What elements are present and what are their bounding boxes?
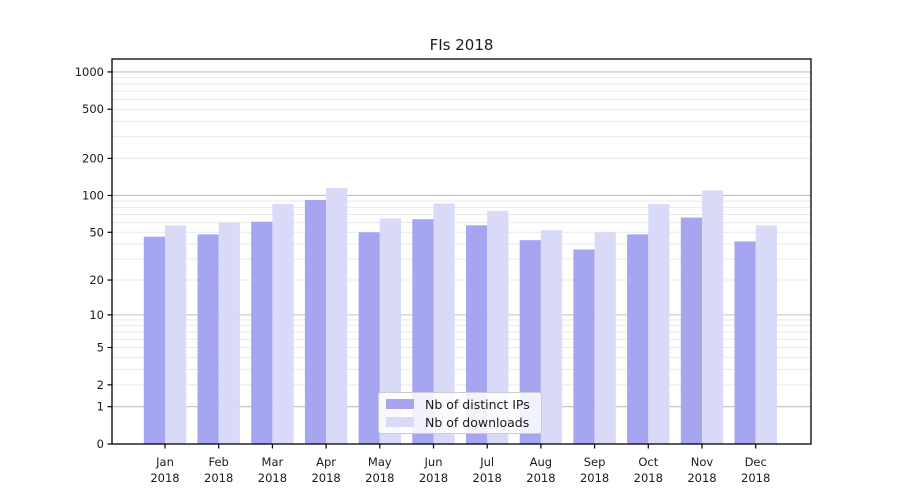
bar-downloads-apr: [326, 188, 348, 444]
y-tick-label: 20: [89, 273, 104, 287]
y-tick-label: 1: [97, 400, 104, 414]
x-tick-label-year: 2018: [526, 471, 555, 485]
x-tick-label-year: 2018: [634, 471, 663, 485]
bar-downloads-dec: [755, 225, 777, 444]
bar-downloads-jan: [165, 225, 187, 444]
x-tick-label-month: Apr: [316, 455, 336, 469]
bar-distinct-ips-jun: [412, 219, 434, 444]
bar-distinct-ips-dec: [734, 241, 756, 444]
bar-downloads-sep: [594, 232, 616, 444]
x-tick-label-year: 2018: [365, 471, 394, 485]
x-tick-label-month: May: [368, 455, 392, 469]
x-tick-label-year: 2018: [311, 471, 340, 485]
x-tick-label-month: Aug: [530, 455, 552, 469]
y-tick-label: 200: [82, 151, 104, 165]
y-tick-label: 10: [89, 308, 104, 322]
bar-distinct-ips-sep: [573, 249, 595, 444]
bar-downloads-oct: [648, 204, 670, 444]
bar-downloads-feb: [218, 222, 240, 444]
x-tick-label-month: Sep: [584, 455, 606, 469]
x-tick-label-month: Jan: [155, 455, 174, 469]
bar-distinct-ips-feb: [197, 234, 219, 444]
x-tick-label-year: 2018: [687, 471, 716, 485]
x-tick-label-year: 2018: [204, 471, 233, 485]
legend-swatch-downloads: [386, 417, 414, 427]
x-tick-label-month: Feb: [209, 455, 229, 469]
x-tick-label-month: Dec: [745, 455, 767, 469]
y-tick-label: 50: [89, 225, 104, 239]
x-tick-label-year: 2018: [258, 471, 287, 485]
bar-downloads-jun: [433, 203, 455, 444]
x-tick-label-month: Jul: [479, 455, 494, 469]
bar-downloads-mar: [272, 204, 294, 444]
x-tick-label-year: 2018: [419, 471, 448, 485]
y-tick-label: 5: [97, 341, 104, 355]
bar-distinct-ips-apr: [304, 199, 327, 444]
bar-downloads-aug: [540, 230, 563, 444]
x-tick-label-month: Jun: [424, 455, 443, 469]
y-tick-label: 100: [82, 189, 104, 203]
x-tick-label-year: 2018: [473, 471, 502, 485]
bar-distinct-ips-jan: [143, 236, 165, 444]
legend-label-distinct-ips: Nb of distinct IPs: [425, 396, 530, 412]
bar-distinct-ips-nov: [680, 217, 702, 444]
y-tick-label: 0: [97, 437, 104, 451]
x-tick-label-year: 2018: [741, 471, 770, 485]
bar-distinct-ips-may: [358, 232, 380, 444]
y-tick-label: 500: [82, 102, 104, 116]
bar-distinct-ips-oct: [627, 234, 649, 444]
x-tick-label-year: 2018: [580, 471, 609, 485]
bar-distinct-ips-jul: [466, 225, 488, 444]
plot-spines: [111, 58, 812, 445]
x-tick-label-month: Oct: [638, 455, 658, 469]
x-tick-label-month: Nov: [691, 455, 714, 469]
x-tick-label-year: 2018: [150, 471, 179, 485]
bar-downloads-jul: [487, 210, 509, 444]
legend-swatch-distinct-ips: [386, 399, 414, 409]
chart-title: FIs 2018: [429, 36, 494, 54]
x-tick-label-month: Mar: [262, 455, 284, 469]
legend: Nb of distinct IPs Nb of downloads: [378, 392, 542, 434]
legend-label-downloads: Nb of downloads: [425, 414, 530, 430]
bar-downloads-nov: [702, 190, 724, 444]
bar-distinct-ips-mar: [251, 221, 273, 444]
legend-item-distinct-ips: Nb of distinct IPs: [379, 396, 541, 412]
y-tick-label: 2: [97, 378, 104, 392]
y-tick-label: 1000: [75, 65, 104, 79]
legend-item-downloads: Nb of downloads: [379, 414, 541, 430]
bar-downloads-may: [379, 218, 401, 444]
